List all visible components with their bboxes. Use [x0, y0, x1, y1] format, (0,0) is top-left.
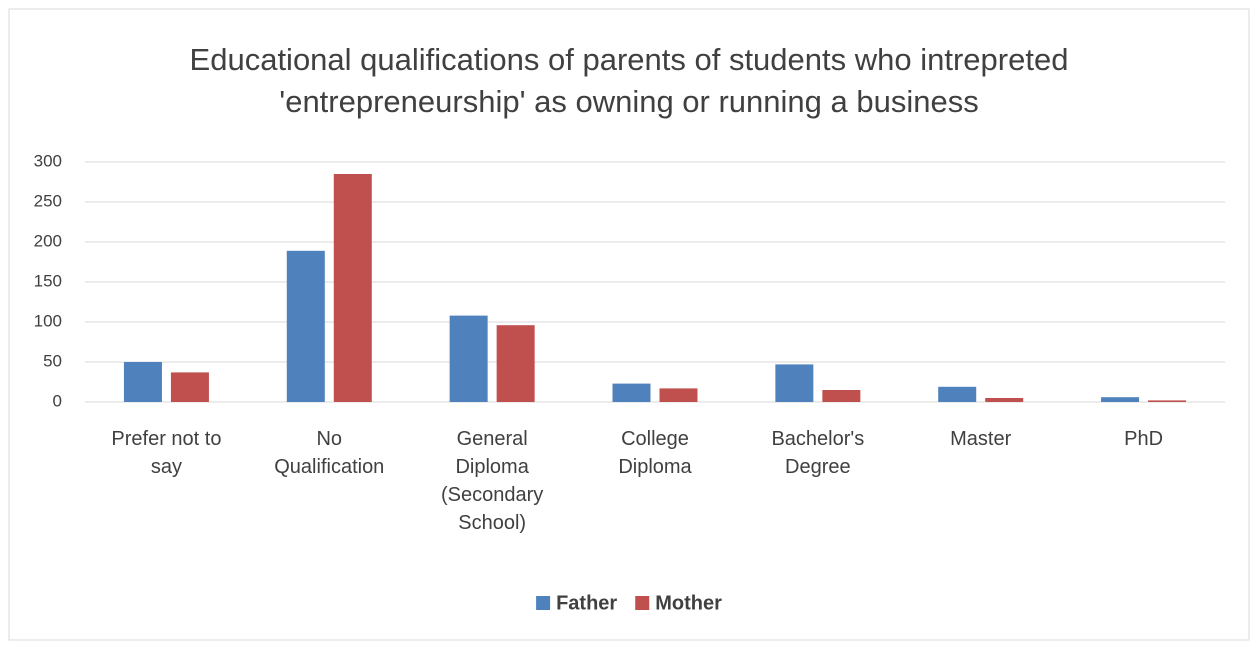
- bar: [333, 174, 372, 402]
- bar: [170, 372, 209, 402]
- bar: [123, 362, 162, 402]
- bar: [612, 383, 651, 402]
- y-tick-label: 50: [43, 351, 62, 370]
- bar: [822, 390, 861, 402]
- bar: [496, 325, 535, 402]
- chart-border: [8, 8, 1250, 641]
- chart-title: Educational qualifications of parents of…: [190, 42, 1069, 119]
- bar: [659, 388, 698, 402]
- x-tick-label: Prefer not to say: [111, 428, 221, 478]
- x-tick-label: Master: [950, 428, 1011, 450]
- x-tick-label: No Qualification: [274, 428, 384, 478]
- x-tick-label: PhD: [1124, 428, 1163, 450]
- legend-swatch: [635, 596, 650, 610]
- y-tick-label: 200: [34, 231, 62, 250]
- x-tick-label: Bachelor's Degree: [771, 428, 864, 478]
- x-tick-label: College Diploma: [618, 428, 692, 478]
- legend-swatch: [536, 596, 551, 610]
- bar: [1148, 400, 1187, 402]
- y-tick-label: 100: [34, 311, 62, 330]
- y-tick-label: 150: [34, 271, 62, 290]
- bar: [449, 315, 488, 402]
- bar: [775, 364, 814, 402]
- bar: [985, 398, 1024, 402]
- bar: [938, 386, 977, 402]
- y-tick-label: 300: [34, 151, 62, 170]
- legend-label: Mother: [655, 592, 722, 614]
- bar: [286, 250, 325, 402]
- legend-label: Father: [556, 592, 617, 614]
- x-tick-label: General Diploma (Secondary School): [441, 428, 543, 534]
- y-tick-label: 0: [53, 391, 62, 410]
- bar: [1101, 397, 1140, 402]
- y-tick-label: 250: [34, 191, 62, 210]
